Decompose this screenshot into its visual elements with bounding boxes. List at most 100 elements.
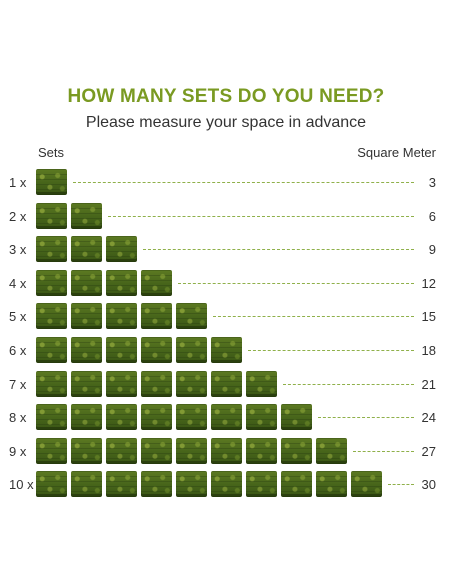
dashed-leader-line [73, 182, 414, 183]
row-sets-label: 1 x [9, 175, 27, 190]
grass-tile [176, 437, 207, 464]
grass-tile [71, 337, 102, 363]
grass-tile [246, 404, 277, 431]
grass-tile [211, 337, 242, 363]
row-sets-label: 8 x [9, 410, 27, 426]
list-item: 4 x 12 [0, 269, 452, 298]
grass-tile [176, 337, 207, 363]
grass-tile [141, 337, 172, 363]
grass-tile [36, 269, 67, 296]
grass-tile [106, 303, 137, 330]
grass-tile [106, 471, 137, 498]
list-item: 8 x 24 [0, 404, 452, 432]
grass-tile [211, 404, 242, 431]
row-square-meter-value: 12 [421, 275, 436, 291]
grass-tile [71, 202, 102, 229]
row-square-meter-value: 18 [421, 343, 436, 358]
row-square-meter-value: 27 [421, 443, 436, 459]
grass-tile [36, 337, 67, 363]
grass-tile [71, 437, 102, 464]
grass-tile [176, 370, 207, 397]
grass-tile [71, 269, 102, 296]
grass-tile [211, 437, 242, 464]
dashed-leader-line [178, 282, 414, 284]
grass-tile [106, 370, 137, 397]
grass-tile [246, 370, 277, 397]
row-sets-label: 7 x [9, 376, 27, 392]
grass-tile [36, 202, 67, 229]
grass-tile [141, 437, 172, 464]
row-square-meter-value: 3 [428, 175, 436, 190]
row-square-meter-value: 24 [421, 410, 436, 426]
dashed-leader-line [143, 249, 414, 251]
list-item: 9 x 27 [0, 437, 452, 466]
grass-tile [141, 471, 172, 498]
grass-tile [316, 471, 347, 498]
grass-tile [106, 236, 137, 263]
column-header-square-meter: Square Meter [357, 145, 436, 160]
grass-tile [176, 471, 207, 498]
grass-tile [106, 437, 137, 464]
grass-tile [246, 437, 277, 464]
dashed-leader-line [353, 450, 414, 452]
dashed-leader-line [318, 417, 414, 419]
dashed-leader-line [213, 316, 414, 318]
dashed-leader-line [248, 350, 414, 351]
grass-tile [36, 404, 67, 431]
grass-tile [36, 437, 67, 464]
grass-tile [176, 404, 207, 431]
grass-tile [36, 370, 67, 397]
row-square-meter-value: 9 [428, 242, 436, 258]
list-item: 2 x 6 [0, 202, 452, 231]
grass-tile [281, 404, 312, 431]
page-title: HOW MANY SETS DO YOU NEED? [67, 86, 385, 107]
row-sets-label: 2 x [9, 208, 27, 224]
grass-tile [141, 404, 172, 431]
dashed-leader-line [388, 484, 414, 486]
row-sets-label: 10 x [9, 477, 34, 493]
grass-tile [316, 437, 347, 464]
grass-tile [176, 303, 207, 330]
row-square-meter-value: 15 [421, 309, 436, 325]
list-item: 10 x 30 [0, 471, 452, 499]
list-item: 7 x 21 [0, 370, 452, 399]
grass-tile [281, 437, 312, 464]
row-sets-label: 9 x [9, 443, 27, 459]
page-subtitle: Please measure your space in advance [85, 114, 367, 131]
list-item: 1 x 3 [0, 169, 452, 197]
list-item: 5 x 15 [0, 303, 452, 331]
grass-tile [71, 236, 102, 263]
grass-tile [106, 404, 137, 431]
grass-tile [71, 370, 102, 397]
grass-tile [36, 303, 67, 330]
grass-tile [351, 471, 382, 498]
grass-tile [36, 471, 67, 498]
grass-tile [141, 269, 172, 296]
list-item: 6 x 18 [0, 337, 452, 365]
grass-tile [141, 370, 172, 397]
grass-tile [281, 471, 312, 498]
grass-tile [71, 404, 102, 431]
row-sets-label: 6 x [9, 343, 27, 358]
grass-tile [211, 471, 242, 498]
list-item: 3 x 9 [0, 236, 452, 264]
row-sets-label: 3 x [9, 242, 27, 258]
row-sets-label: 5 x [9, 309, 27, 325]
grass-tile [106, 269, 137, 296]
grass-tile [106, 337, 137, 363]
row-sets-label: 4 x [9, 275, 27, 291]
dashed-leader-line [283, 383, 414, 385]
dashed-leader-line [108, 215, 414, 217]
row-square-meter-value: 6 [428, 208, 436, 224]
grass-tile [71, 471, 102, 498]
grass-tile [71, 303, 102, 330]
grass-tile [36, 169, 67, 195]
grass-tile [246, 471, 277, 498]
row-square-meter-value: 21 [421, 376, 436, 392]
grass-tile [211, 370, 242, 397]
grass-tile [141, 303, 172, 330]
grass-tile [36, 236, 67, 263]
row-square-meter-value: 30 [421, 477, 436, 493]
column-header-sets: Sets [38, 145, 65, 160]
